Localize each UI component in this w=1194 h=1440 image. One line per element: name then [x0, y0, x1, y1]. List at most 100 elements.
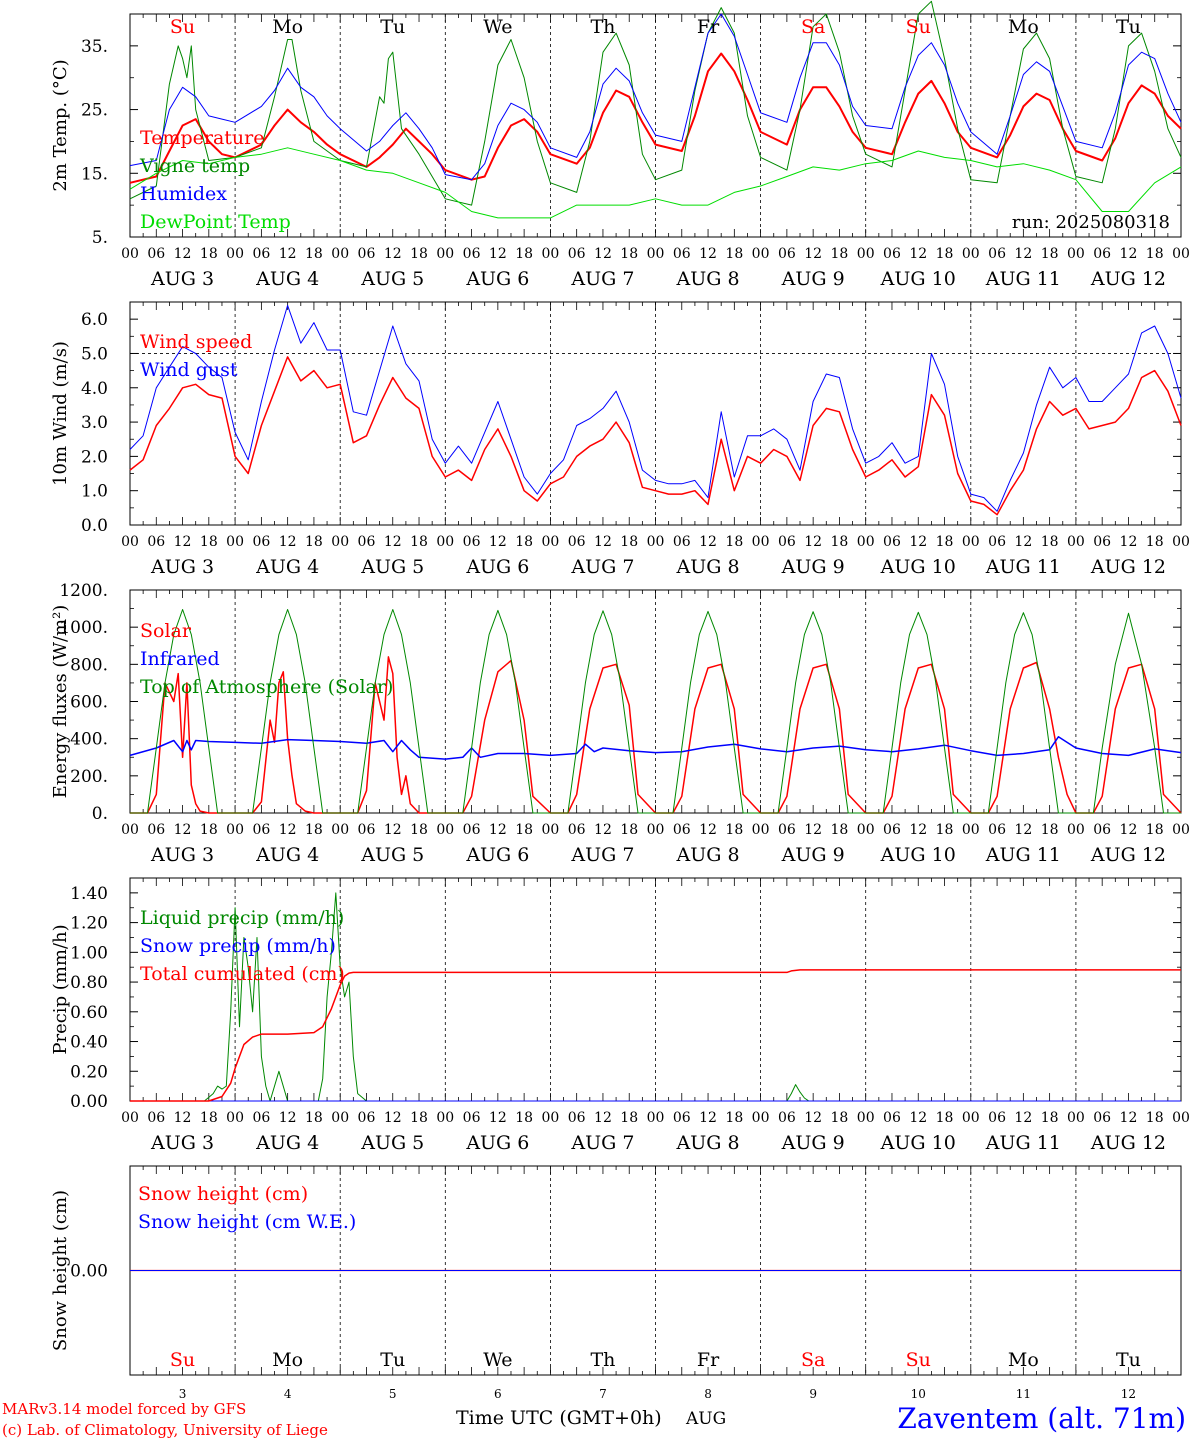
y-tick-label: 400. [70, 730, 108, 750]
date-label: AUG 8 [676, 556, 740, 578]
date-label: AUG 7 [570, 556, 634, 578]
hour-tick-label: 18 [305, 246, 323, 262]
date-label: AUG 11 [985, 1132, 1061, 1154]
hour-tick-label: 06 [883, 822, 901, 838]
hour-tick-label: 12 [384, 246, 402, 262]
hour-tick-label: 00 [1172, 246, 1190, 262]
date-label: AUG 8 [676, 268, 740, 290]
hour-tick-label: 06 [252, 246, 270, 262]
hour-tick-label: 00 [331, 822, 349, 838]
date-label: AUG 6 [465, 268, 529, 290]
hour-tick-label: 00 [752, 246, 770, 262]
hour-tick-label: 18 [200, 534, 218, 550]
hour-tick-label: 00 [857, 1110, 875, 1126]
y-tick-label: 1200. [59, 581, 108, 601]
y-tick-label: 0.60 [70, 1003, 108, 1023]
day-number: 9 [809, 1387, 817, 1401]
date-label: AUG 6 [465, 556, 529, 578]
hour-tick-label: 12 [174, 822, 192, 838]
hour-tick-label: 18 [831, 822, 849, 838]
hour-tick-label: 06 [1093, 1110, 1111, 1126]
y-axis-title: 2m Temp. (°C) [50, 59, 71, 191]
hour-tick-label: 12 [489, 1110, 507, 1126]
hour-tick-label: 00 [1067, 1110, 1085, 1126]
y-tick-label: 3.0 [81, 413, 108, 433]
date-label: AUG 3 [150, 556, 214, 578]
date-label: AUG 6 [465, 1132, 529, 1154]
series-line-total-cumulated-cm- [130, 969, 1181, 1102]
y-axis-title: 10m Wind (m/s) [50, 341, 71, 486]
date-label: AUG 8 [676, 844, 740, 866]
y-tick-label: 0.00 [70, 1092, 108, 1112]
hour-tick-label: 00 [121, 534, 139, 550]
hour-tick-label: 18 [620, 246, 638, 262]
hour-tick-label: 12 [804, 1110, 822, 1126]
hour-tick-label: 18 [725, 534, 743, 550]
hour-tick-label: 12 [489, 822, 507, 838]
day-number: 8 [704, 1387, 712, 1401]
month-label: AUG [685, 1409, 726, 1429]
legend-entry: Temperature [140, 127, 264, 149]
hour-tick-label: 12 [804, 246, 822, 262]
hour-tick-label: 18 [831, 246, 849, 262]
day-name: Su [906, 1349, 931, 1371]
y-axis-title: Precip (mm/h) [50, 924, 71, 1054]
y-tick-label: 1000. [59, 618, 108, 638]
hour-tick-label: 00 [962, 246, 980, 262]
day-name: Th [590, 1349, 615, 1371]
hour-tick-label: 00 [541, 534, 559, 550]
hour-tick-label: 18 [725, 1110, 743, 1126]
hour-tick-label: 12 [384, 534, 402, 550]
hour-tick-label: 06 [1093, 822, 1111, 838]
series-line-top-of-atmosphere-solar- [130, 609, 1181, 814]
hour-tick-label: 06 [463, 1110, 481, 1126]
legend-entry: DewPoint Temp [140, 211, 291, 233]
hour-tick-label: 00 [331, 534, 349, 550]
hour-tick-label: 00 [962, 1110, 980, 1126]
hour-tick-label: 12 [279, 534, 297, 550]
hour-tick-label: 18 [725, 822, 743, 838]
y-tick-label: 0. [92, 804, 108, 824]
series-line-vigne-temp [129, 0, 1182, 206]
hour-tick-label: 12 [594, 246, 612, 262]
station-label: Zaventem (alt. 71m) [897, 1402, 1186, 1435]
hour-tick-label: 06 [568, 246, 586, 262]
date-label: AUG 7 [570, 268, 634, 290]
hour-tick-label: 18 [305, 822, 323, 838]
hour-tick-label: 06 [463, 822, 481, 838]
hour-tick-label: 00 [857, 534, 875, 550]
date-label: AUG 12 [1090, 556, 1166, 578]
date-label: AUG 10 [880, 556, 956, 578]
hour-tick-label: 12 [699, 246, 717, 262]
day-number: 5 [389, 1387, 397, 1401]
hour-tick-label: 00 [436, 822, 454, 838]
hour-tick-label: 12 [699, 1110, 717, 1126]
plot-frame [129, 13, 1182, 238]
hour-tick-label: 12 [1014, 1110, 1032, 1126]
date-label: AUG 12 [1090, 1132, 1166, 1154]
hour-tick-label: 12 [1014, 534, 1032, 550]
hour-tick-label: 12 [279, 246, 297, 262]
hour-tick-label: 18 [1146, 246, 1164, 262]
legend-entry: Humidex [140, 183, 227, 205]
hour-tick-label: 00 [436, 534, 454, 550]
day-name: Th [590, 16, 615, 38]
y-tick-label: 0.80 [70, 973, 108, 993]
date-label: AUG 7 [570, 1132, 634, 1154]
hour-tick-label: 12 [1120, 534, 1138, 550]
y-tick-label: 600. [70, 693, 108, 713]
date-label: AUG 5 [360, 844, 424, 866]
hour-tick-label: 06 [147, 822, 165, 838]
day-number: 3 [179, 1387, 187, 1401]
legend-entry: Snow precip (mm/h) [140, 935, 336, 957]
hour-tick-label: 00 [436, 1110, 454, 1126]
hour-tick-label: 00 [226, 1110, 244, 1126]
hour-tick-label: 00 [541, 246, 559, 262]
y-tick-label: 5. [92, 228, 108, 248]
day-name: Su [906, 16, 931, 38]
hour-tick-label: 06 [252, 534, 270, 550]
hour-tick-label: 06 [778, 534, 796, 550]
hour-tick-label: 18 [936, 534, 954, 550]
